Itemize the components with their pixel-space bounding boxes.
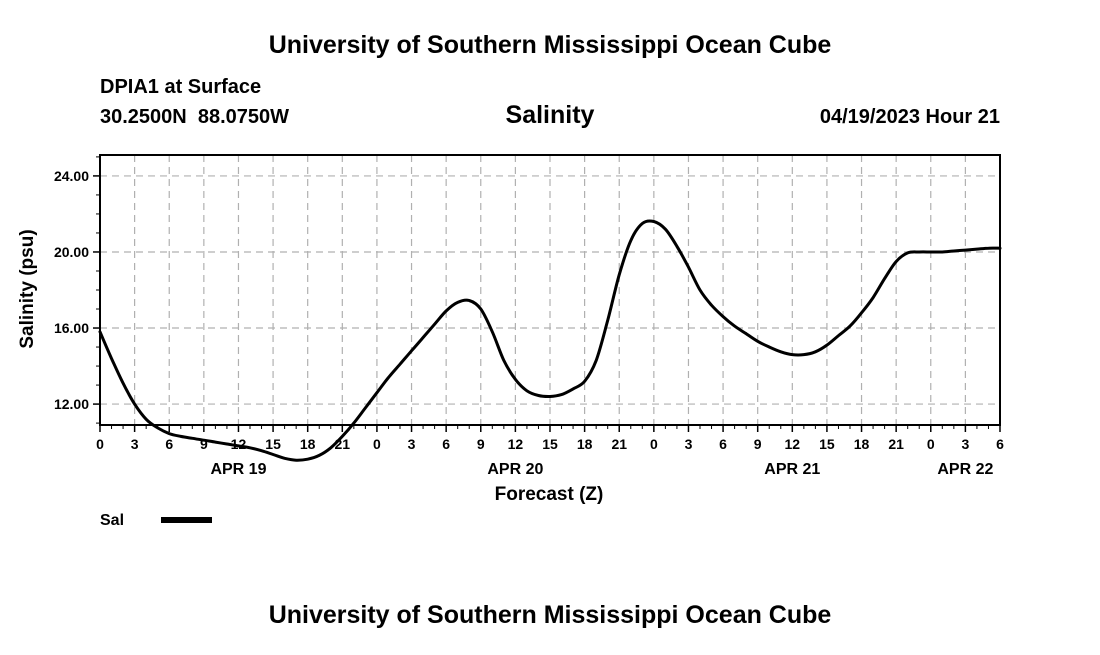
x-date-label: APR 22 — [937, 461, 993, 478]
x-tick-label: 6 — [165, 436, 173, 452]
x-tick-label: 18 — [300, 436, 316, 452]
x-tick-label: 9 — [477, 436, 485, 452]
plot-title: Salinity — [505, 101, 595, 129]
x-tick-label: 18 — [577, 436, 593, 452]
x-tick-label: 0 — [650, 436, 658, 452]
x-tick-label: 12 — [785, 436, 801, 452]
x-tick-label: 15 — [265, 436, 281, 452]
y-tick-label: 24.00 — [54, 168, 89, 184]
header-title: University of Southern Mississippi Ocean… — [268, 31, 832, 59]
station-coordinates: 30.2500N 88.0750W — [100, 106, 290, 128]
x-date-label: APR 20 — [487, 461, 543, 478]
x-tick-label: 6 — [996, 436, 1004, 452]
y-tick-label: 12.00 — [54, 396, 89, 412]
station-label: DPIA1 at Surface — [100, 76, 262, 98]
x-tick-label: 3 — [685, 436, 693, 452]
x-tick-label: 3 — [961, 436, 969, 452]
x-tick-label: 3 — [131, 436, 139, 452]
x-axis-title: Forecast (Z) — [495, 484, 604, 505]
x-tick-label: 15 — [819, 436, 835, 452]
x-tick-label: 18 — [854, 436, 870, 452]
x-tick-label: 15 — [542, 436, 558, 452]
x-tick-label: 0 — [927, 436, 935, 452]
plot-frame — [99, 154, 1001, 426]
timestamp: 04/19/2023 Hour 21 — [819, 106, 1000, 128]
x-date-label: APR 21 — [764, 461, 820, 478]
legend-label: Sal — [100, 512, 124, 529]
y-axis-title: Salinity (psu) — [17, 229, 38, 348]
series-layer — [98, 219, 1002, 462]
x-tick-label: 9 — [754, 436, 762, 452]
x-tick-label: 12 — [508, 436, 524, 452]
axis-layer: 0 3 6 9 12 15 18 21 0 3 6 9 12 15 18 21 0 3 6 9 12 15 18 21 0 3 6A… — [54, 156, 1004, 478]
footer-title: University of Southern Mississippi Ocean… — [268, 601, 832, 629]
x-date-label: APR 19 — [210, 461, 266, 478]
y-tick-label: 20.00 — [54, 244, 89, 260]
x-tick-label: 6 — [719, 436, 727, 452]
x-tick-label: 21 — [611, 436, 627, 452]
x-tick-label: 6 — [442, 436, 450, 452]
x-tick-label: 3 — [408, 436, 416, 452]
series-line-sal — [98, 219, 1002, 462]
y-tick-label: 16.00 — [54, 320, 89, 336]
grid-layer — [100, 155, 1000, 425]
x-tick-label: 0 — [96, 436, 104, 452]
x-tick-label: 0 — [373, 436, 381, 452]
x-tick-label: 21 — [888, 436, 904, 452]
legend: Sal — [100, 512, 212, 529]
x-tick-label: 9 — [200, 436, 208, 452]
